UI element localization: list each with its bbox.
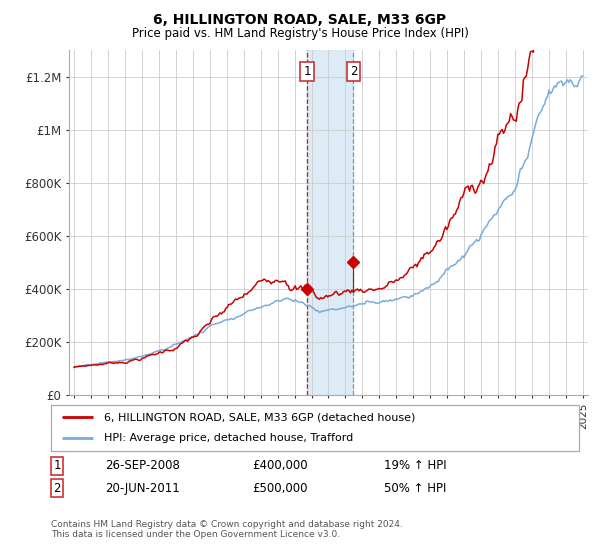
Text: 2: 2: [53, 482, 61, 495]
Text: 2: 2: [350, 65, 357, 78]
Text: 26-SEP-2008: 26-SEP-2008: [105, 459, 180, 473]
Text: Price paid vs. HM Land Registry's House Price Index (HPI): Price paid vs. HM Land Registry's House …: [131, 27, 469, 40]
Text: £400,000: £400,000: [252, 459, 308, 473]
Text: HPI: Average price, detached house, Trafford: HPI: Average price, detached house, Traf…: [104, 433, 353, 444]
Text: 19% ↑ HPI: 19% ↑ HPI: [384, 459, 446, 473]
Text: 6, HILLINGTON ROAD, SALE, M33 6GP: 6, HILLINGTON ROAD, SALE, M33 6GP: [154, 13, 446, 27]
Text: Contains HM Land Registry data © Crown copyright and database right 2024.
This d: Contains HM Land Registry data © Crown c…: [51, 520, 403, 539]
Text: 1: 1: [304, 65, 311, 78]
Text: 20-JUN-2011: 20-JUN-2011: [105, 482, 180, 495]
Text: 1: 1: [53, 459, 61, 473]
Text: 50% ↑ HPI: 50% ↑ HPI: [384, 482, 446, 495]
Text: £500,000: £500,000: [252, 482, 308, 495]
Bar: [307, 50, 353, 395]
Text: 6, HILLINGTON ROAD, SALE, M33 6GP (detached house): 6, HILLINGTON ROAD, SALE, M33 6GP (detac…: [104, 412, 415, 422]
